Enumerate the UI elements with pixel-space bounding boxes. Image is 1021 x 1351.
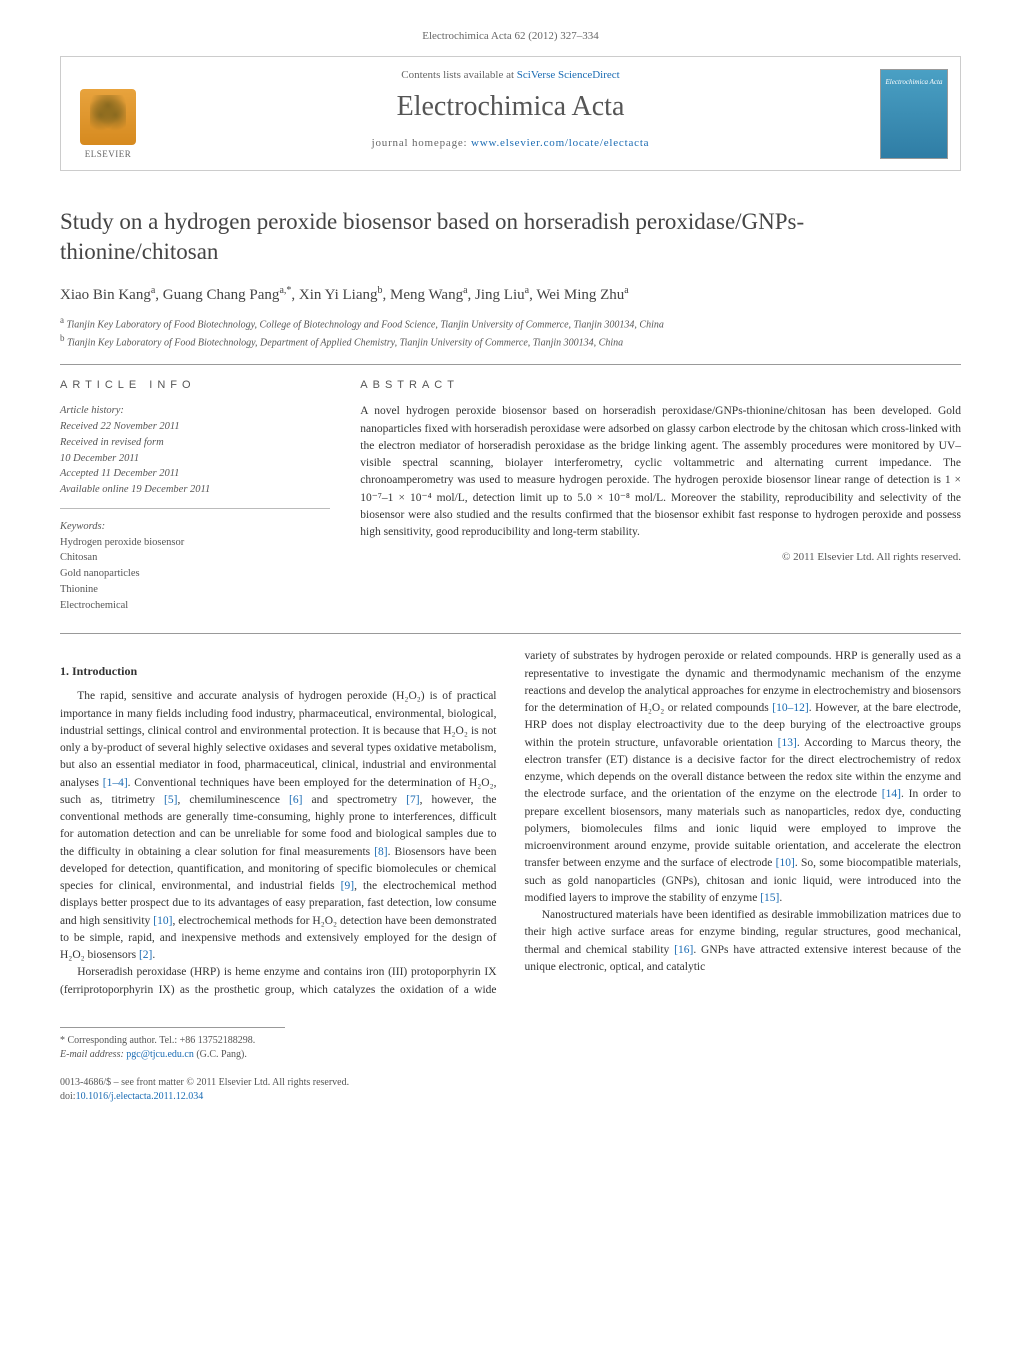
corresponding-email-link[interactable]: pgc@tjcu.edu.cn	[126, 1049, 194, 1060]
journal-homepage-link[interactable]: www.elsevier.com/locate/electacta	[471, 137, 649, 149]
body-paragraph-3: Nanostructured materials have been ident…	[525, 907, 962, 976]
cover-title: Electrochimica Acta	[886, 78, 943, 86]
abstract-copyright: © 2011 Elsevier Ltd. All rights reserved…	[360, 551, 961, 563]
contents-available-line: Contents lists available at SciVerse Sci…	[156, 69, 865, 81]
abstract-text: A novel hydrogen peroxide biosensor base…	[360, 403, 961, 541]
journal-header-box: ELSEVIER Contents lists available at Sci…	[60, 56, 961, 171]
keywords-block: Keywords: Hydrogen peroxide biosensor Ch…	[60, 519, 330, 614]
corresponding-author: * Corresponding author. Tel.: +86 137521…	[60, 1034, 961, 1062]
affiliation-a-text: Tianjin Key Laboratory of Food Biotechno…	[67, 319, 664, 330]
elsevier-label: ELSEVIER	[85, 149, 132, 159]
issn-line: 0013-4686/$ – see front matter © 2011 El…	[60, 1076, 961, 1090]
journal-homepage-line: journal homepage: www.elsevier.com/locat…	[156, 137, 865, 149]
body-paragraph-1: The rapid, sensitive and accurate analys…	[60, 688, 497, 964]
elsevier-tree-icon	[80, 89, 136, 145]
keyword-2: Gold nanoparticles	[60, 566, 330, 582]
article-history: Article history: Received 22 November 20…	[60, 403, 330, 509]
author-list: Xiao Bin Kanga, Guang Chang Panga,*, Xin…	[60, 285, 961, 304]
email-label: E-mail address:	[60, 1049, 126, 1060]
history-label: Article history:	[60, 403, 330, 419]
footer-meta: 0013-4686/$ – see front matter © 2011 El…	[60, 1076, 961, 1104]
footer-separator	[60, 1027, 285, 1028]
article-info-heading: ARTICLE INFO	[60, 379, 330, 391]
info-abstract-row: ARTICLE INFO Article history: Received 2…	[60, 379, 961, 613]
corresponding-email-line: E-mail address: pgc@tjcu.edu.cn (G.C. Pa…	[60, 1048, 961, 1062]
sciencedirect-link[interactable]: SciVerse ScienceDirect	[517, 69, 620, 81]
journal-name: Electrochimica Acta	[156, 91, 865, 123]
journal-cover-thumbnail: Electrochimica Acta	[880, 69, 948, 159]
intro-heading: 1. Introduction	[60, 662, 497, 680]
doi-link[interactable]: 10.1016/j.electacta.2011.12.034	[76, 1091, 204, 1102]
article-title: Study on a hydrogen peroxide biosensor b…	[60, 207, 961, 267]
affiliations: a Tianjin Key Laboratory of Food Biotech…	[60, 314, 961, 351]
history-accepted: Accepted 11 December 2011	[60, 466, 330, 482]
keyword-0: Hydrogen peroxide biosensor	[60, 535, 330, 551]
keywords-label: Keywords:	[60, 519, 330, 535]
divider-bottom	[60, 633, 961, 634]
contents-prefix: Contents lists available at	[401, 69, 516, 81]
keyword-3: Thionine	[60, 582, 330, 598]
article-body: 1. Introduction The rapid, sensitive and…	[60, 648, 961, 999]
doi-prefix: doi:	[60, 1091, 76, 1102]
keyword-1: Chitosan	[60, 550, 330, 566]
abstract-column: ABSTRACT A novel hydrogen peroxide biose…	[360, 379, 961, 613]
article-info-column: ARTICLE INFO Article history: Received 2…	[60, 379, 330, 613]
keyword-4: Electrochemical	[60, 598, 330, 614]
history-online: Available online 19 December 2011	[60, 482, 330, 498]
corresponding-email-suffix: (G.C. Pang).	[194, 1049, 247, 1060]
affiliation-a: a Tianjin Key Laboratory of Food Biotech…	[60, 314, 961, 332]
doi-line: doi:10.1016/j.electacta.2011.12.034	[60, 1090, 961, 1104]
abstract-heading: ABSTRACT	[360, 379, 961, 391]
corresponding-label: * Corresponding author. Tel.: +86 137521…	[60, 1034, 961, 1048]
elsevier-logo: ELSEVIER	[73, 69, 143, 159]
history-revised-date: 10 December 2011	[60, 451, 330, 467]
divider-top	[60, 364, 961, 365]
journal-reference: Electrochimica Acta 62 (2012) 327–334	[60, 30, 961, 42]
history-revised-label: Received in revised form	[60, 435, 330, 451]
affiliation-b-text: Tianjin Key Laboratory of Food Biotechno…	[67, 337, 623, 348]
history-received: Received 22 November 2011	[60, 419, 330, 435]
affiliation-b: b Tianjin Key Laboratory of Food Biotech…	[60, 332, 961, 350]
homepage-prefix: journal homepage:	[372, 137, 471, 149]
